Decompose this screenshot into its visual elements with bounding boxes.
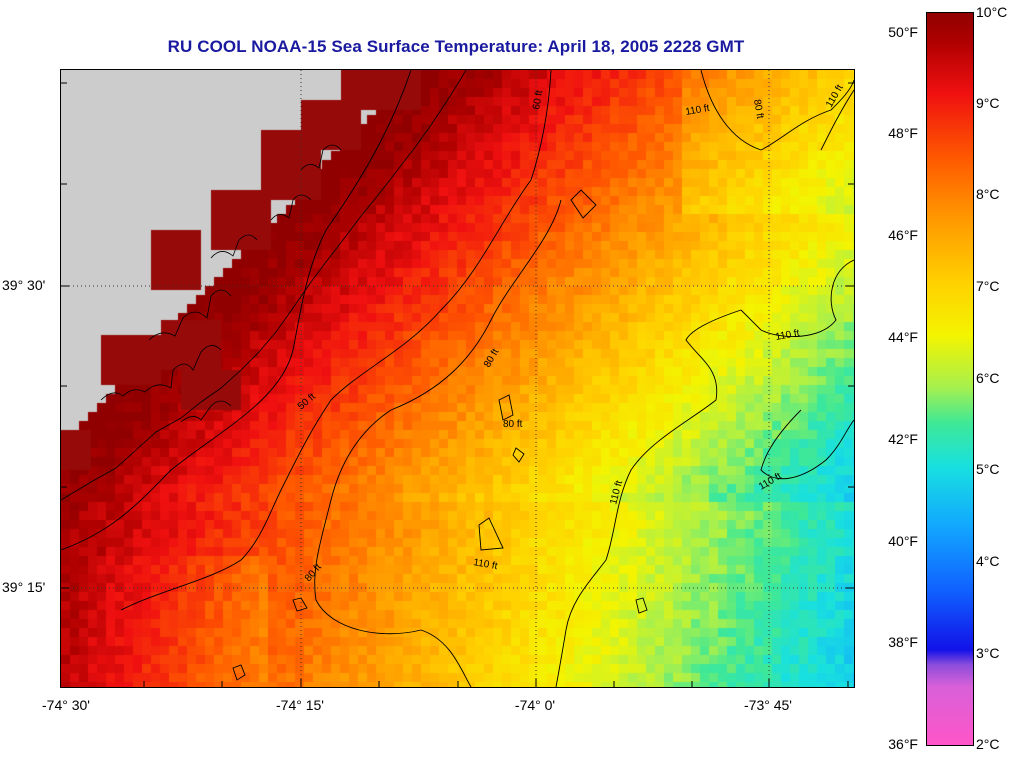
contour-label-60ft: 60 ft <box>531 89 545 110</box>
tick-marks <box>61 82 854 687</box>
contour-80ft-north <box>700 70 854 151</box>
contour-closed-6 <box>635 597 648 614</box>
y-tick-label: 39° 30' <box>2 277 46 293</box>
colorbar-c-label: 10°C <box>976 4 1008 20</box>
contour-closed-2 <box>498 394 514 421</box>
contour-label-110ft: 110 ft <box>685 103 711 118</box>
sst-map[interactable]: 110 ft 80 ft 110 ft 60 ft 80 ft 110 ft 5… <box>60 69 855 688</box>
contour-label-50ft: 50 ft <box>296 391 318 412</box>
colorbar-f-label: 38°F <box>888 634 918 650</box>
contour-110ft-main <box>555 309 742 687</box>
colorbar-c-label: 4°C <box>976 553 1000 569</box>
map-overlay: 110 ft 80 ft 110 ft 60 ft 80 ft 110 ft 5… <box>61 70 854 687</box>
contour-label-80ft: 80 ft <box>503 419 523 430</box>
contour-110ft-ne <box>820 89 854 151</box>
contour-closed-3 <box>512 447 525 463</box>
colorbar-f-label: 48°F <box>888 125 918 141</box>
graticule <box>61 70 854 687</box>
colorbar-c-label: 3°C <box>976 645 1000 661</box>
colorbar-c-label: 5°C <box>976 461 1000 477</box>
colorbar-c-label: 6°C <box>976 370 1000 386</box>
colorbar-f-label: 36°F <box>888 736 918 752</box>
colorbar-f-label: 46°F <box>888 227 918 243</box>
contour-closed-4 <box>478 517 504 551</box>
contour-label-110ft: 110 ft <box>608 479 625 506</box>
x-tick-label: -74° 30' <box>42 697 90 713</box>
bathymetry-contours <box>61 70 854 687</box>
contour-closed-7 <box>232 664 246 681</box>
colorbar-c-label: 9°C <box>976 95 1000 111</box>
contour-label-80ft: 80 ft <box>482 347 501 370</box>
contour-80ft-main <box>314 199 562 687</box>
contour-50ft <box>61 70 412 551</box>
contour-110ft-east <box>740 259 854 338</box>
contour-label-110ft: 110 ft <box>472 557 498 572</box>
y-tick-label: 39° 15' <box>2 579 46 595</box>
colorbar-c-label: 7°C <box>976 278 1000 294</box>
contour-label-110ft: 110 ft <box>757 471 784 493</box>
coastline <box>61 70 467 501</box>
map-title: RU COOL NOAA-15 Sea Surface Temperature:… <box>167 37 745 56</box>
contour-60ft <box>120 70 552 611</box>
x-tick-label: -73° 45' <box>744 697 792 713</box>
sst-raster <box>61 70 854 687</box>
contour-closed-1 <box>570 189 597 219</box>
contour-label-80ft: 80 ft <box>751 99 765 120</box>
contour-label-110ft: 110 ft <box>824 83 846 110</box>
x-tick-label: -74° 0' <box>514 697 556 713</box>
colorbar-f-label: 50°F <box>888 24 918 40</box>
colorbar-c-label: 8°C <box>976 186 1000 202</box>
contour-110ft-se <box>760 409 854 480</box>
contour-label-80ft: 80 ft <box>303 562 324 584</box>
colorbar-f-label: 44°F <box>888 329 918 345</box>
colorbar-c-label: 2°C <box>976 736 1000 752</box>
contour-closed-5 <box>292 597 308 612</box>
contour-labels: 110 ft 80 ft 110 ft 60 ft 80 ft 110 ft 5… <box>296 83 846 584</box>
x-tick-label: -74° 15' <box>276 697 324 713</box>
contour-label-110ft: 110 ft <box>775 328 801 343</box>
temperature-colorbar <box>926 12 974 746</box>
colorbar-f-label: 42°F <box>888 431 918 447</box>
colorbar-f-label: 40°F <box>888 533 918 549</box>
